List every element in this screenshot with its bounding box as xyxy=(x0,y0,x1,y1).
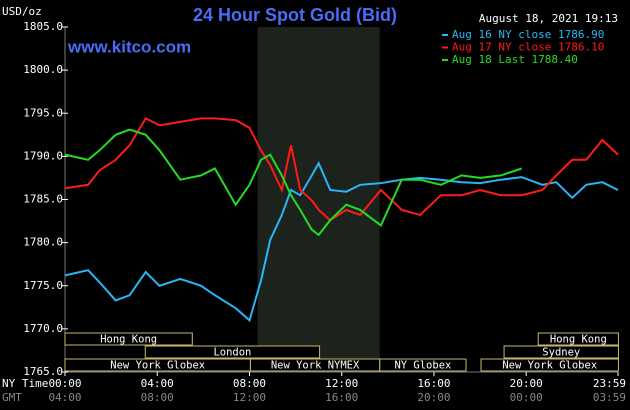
session-box xyxy=(503,345,619,359)
y-tick-label: 1770.0 xyxy=(23,322,63,335)
x-tick-label: 08:00 xyxy=(233,377,266,390)
x2-tick-label: 16:00 xyxy=(325,391,358,404)
series-line xyxy=(64,117,619,222)
session-box xyxy=(144,345,321,359)
x2-tick-label: 00:00 xyxy=(510,391,543,404)
legend-label: Aug 17 NY close 1786.10 xyxy=(452,41,604,54)
watermark: www.kitco.com xyxy=(67,37,191,56)
highlight-band xyxy=(257,27,380,372)
x-tick-label: 23:59 xyxy=(593,377,626,390)
x2-tick-label: 12:00 xyxy=(233,391,266,404)
session-box xyxy=(480,358,619,372)
y-tick-label: 1795.0 xyxy=(23,106,63,119)
session-label: New York Globex xyxy=(502,360,597,372)
session-box xyxy=(379,358,467,372)
session-label: New York Globex xyxy=(110,360,205,372)
x-axis-label: NY Time xyxy=(2,377,48,390)
y-tick-label: 1805.0 xyxy=(23,20,63,33)
series-line xyxy=(64,161,619,323)
x2-tick-label: 04:00 xyxy=(48,391,81,404)
session-box xyxy=(64,332,193,346)
x-tick-label: 12:00 xyxy=(325,377,358,390)
series-line xyxy=(64,128,522,237)
x2-tick-label: 20:00 xyxy=(417,391,450,404)
session-label: Hong Kong xyxy=(550,334,607,346)
x2-tick-label: 03:59 xyxy=(593,391,626,404)
x-tick-label: 20:00 xyxy=(510,377,543,390)
session-label: NY Globex xyxy=(394,360,451,372)
chart-title: 24 Hour Spot Gold (Bid) xyxy=(193,5,397,25)
x-tick-label: 04:00 xyxy=(141,377,174,390)
legend-label: Aug 18 Last 1788.40 xyxy=(452,53,578,66)
y-axis-label: USD/oz xyxy=(2,5,42,18)
y-tick-label: 1790.0 xyxy=(23,149,63,162)
session-label: Hong Kong xyxy=(100,334,157,346)
y-tick-label: 1785.0 xyxy=(23,193,63,206)
session-label: New York NYMEX xyxy=(271,360,360,372)
legend-label: Aug 16 NY close 1786.90 xyxy=(452,28,604,41)
y-tick-label: 1800.0 xyxy=(23,63,63,76)
x-tick-label: 16:00 xyxy=(417,377,450,390)
timestamp: August 18, 2021 19:13 xyxy=(479,12,618,25)
x2-tick-label: 08:00 xyxy=(141,391,174,404)
session-box xyxy=(537,332,619,346)
session-label: London xyxy=(213,347,251,359)
y-tick-label: 1775.0 xyxy=(23,279,63,292)
y-tick-label: 1780.0 xyxy=(23,236,63,249)
y-tick-label: 1765.0 xyxy=(23,365,63,378)
x2-axis-label: GMT xyxy=(2,391,22,404)
x-tick-label: 00:00 xyxy=(48,377,81,390)
session-label: Sydney xyxy=(542,347,580,359)
